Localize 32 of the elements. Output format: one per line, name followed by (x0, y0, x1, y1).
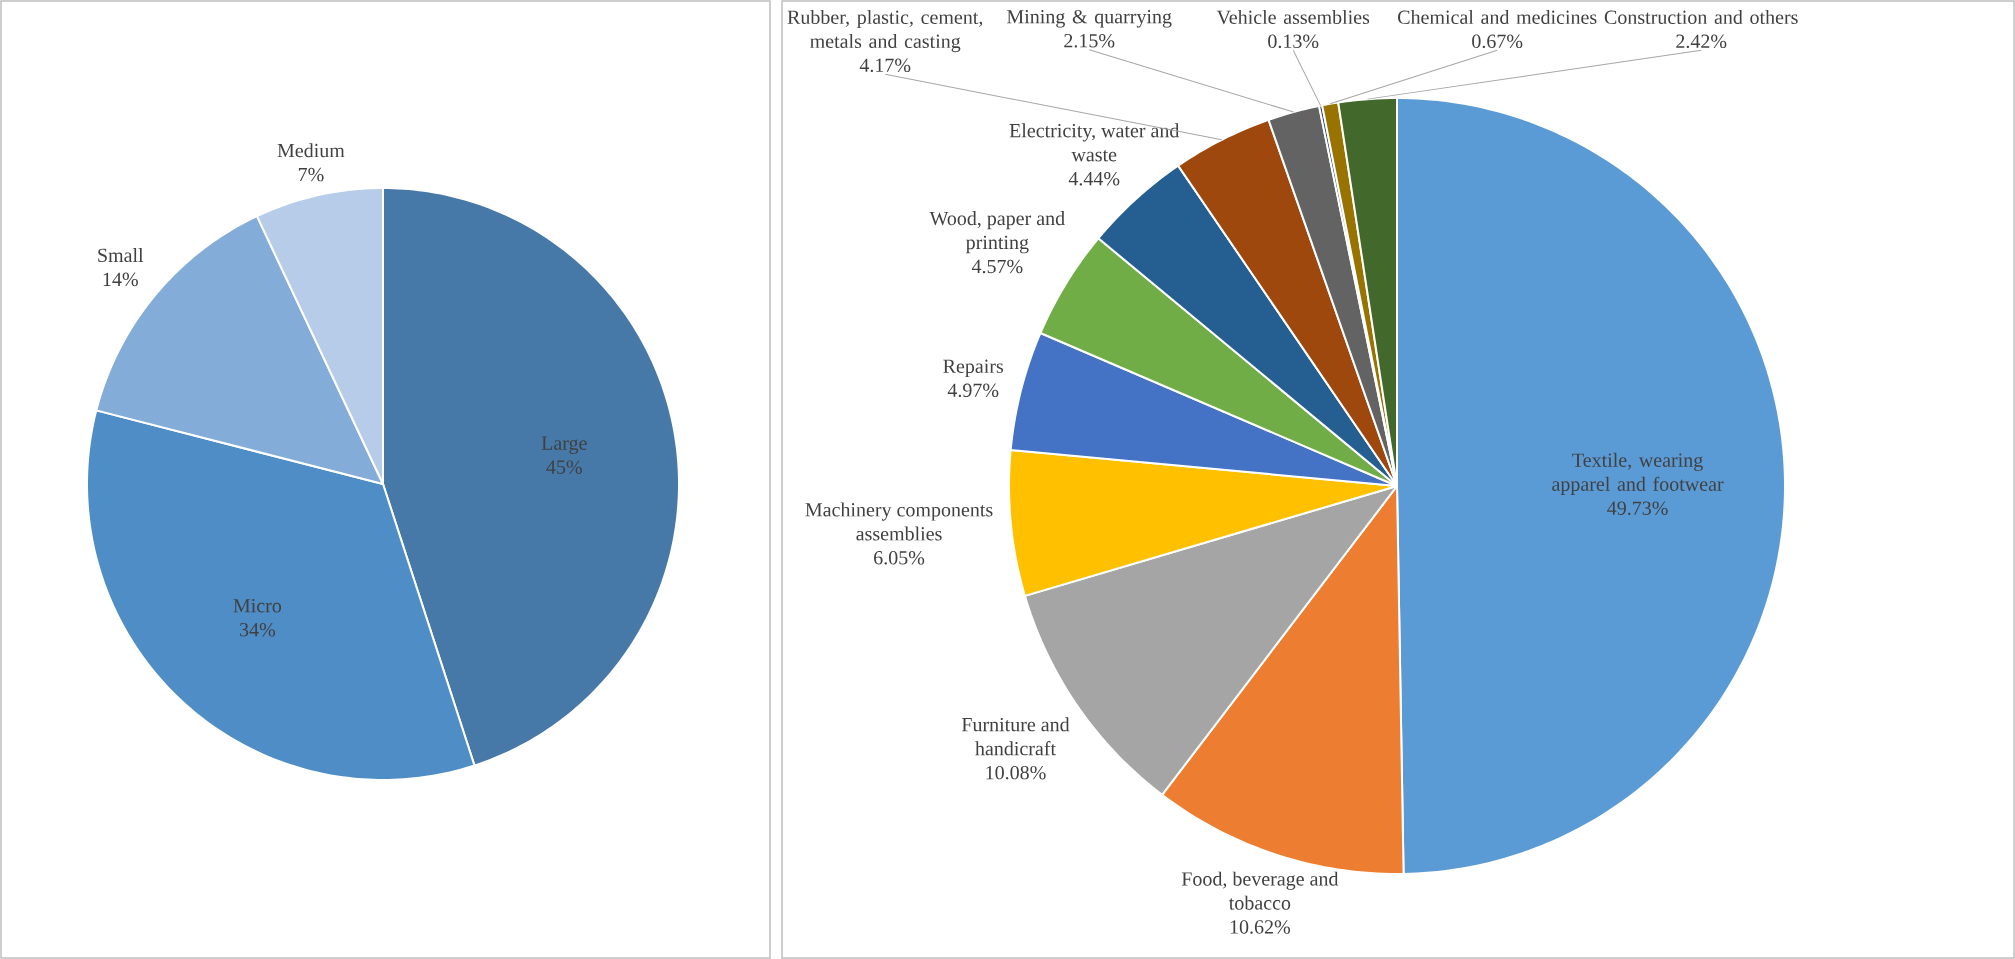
slice-label: Furniture and handicraft (961, 717, 1070, 756)
data-label: 10.62% (1230, 920, 1291, 934)
data-label: 4.97% (947, 383, 999, 398)
data-label: 2.42% (1676, 34, 1727, 49)
slice-label: Mining & quarrying (1007, 9, 1172, 28)
data-label: 4.57% (971, 259, 1023, 274)
slice-label: Wood, paper and printing (929, 211, 1065, 254)
slice-label: Vehicle assemblies (1216, 9, 1370, 25)
data-label: 49.73% (1607, 501, 1668, 516)
slice-label: Food, beverage and tobacco (1181, 871, 1339, 910)
slice-label: Large (541, 436, 587, 455)
data-label: 45% (546, 460, 582, 474)
data-label: 6.05% (874, 551, 925, 565)
slice-label: Machinery components assemblies (805, 502, 993, 541)
slice-label: Micro (233, 599, 282, 613)
slice-label: Rubber, plastic, cement, metals and casting (787, 9, 983, 53)
data-label: 2.15% (1064, 33, 1115, 48)
data-label: 34% (240, 622, 276, 637)
data-label: 4.44% (1068, 171, 1120, 186)
slice-label: Medium (277, 143, 345, 158)
data-label: 4.17% (859, 58, 911, 73)
slice-label: Small (98, 248, 144, 263)
slice-label: Chemical and medicines (1398, 9, 1597, 25)
data-label: 0.13% (1268, 34, 1319, 49)
data-label: 14% (103, 272, 138, 287)
slice-label: Repairs (943, 359, 1004, 378)
slice-label: Electricity, water and waste (1009, 123, 1180, 162)
slice-label: Construction and others (1604, 9, 1798, 25)
slice-label: Textile, wearing apparel and footwear (1552, 452, 1724, 495)
data-label: 7% (298, 167, 324, 182)
data-label: 10.08% (986, 765, 1046, 780)
data-label: 0.67% (1472, 34, 1523, 49)
